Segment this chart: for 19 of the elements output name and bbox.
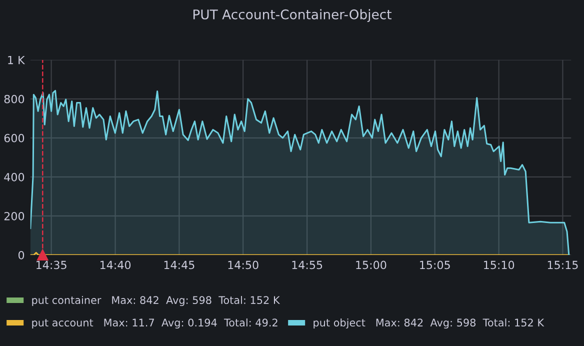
legend-label: put object Max: 842 Avg: 598 Total: 152 K <box>314 318 544 329</box>
y-tick-label: 600 <box>4 134 24 142</box>
y-tick-label: 400 <box>4 172 24 182</box>
y-tick-label: 1 K <box>8 56 26 64</box>
x-tick-label: 15:00 <box>356 260 386 270</box>
y-tick-label: 200 <box>4 212 24 220</box>
legend-label: put account Max: 11.7 Avg: 0.194 Total: 49.2 <box>32 318 278 329</box>
x-tick-label: 15:10 <box>484 260 514 270</box>
y-tick-label: 800 <box>4 94 24 104</box>
x-tick-label: 14:40 <box>100 260 131 270</box>
x-tick-label: 15:05 <box>420 260 450 270</box>
x-tick-label: 14:45 <box>164 260 194 270</box>
x-tick-label: 14:50 <box>228 260 258 270</box>
legend-label: put container Max: 842 Avg: 598 Total: 152 K <box>32 296 280 306</box>
x-tick-label: 14:35 <box>36 260 66 270</box>
y-tick-label: 0 <box>18 250 24 260</box>
x-tick-label: 15:15 <box>548 260 578 270</box>
chart-title: PUT Account-Container-Object <box>193 9 392 22</box>
x-tick-label: 14:55 <box>292 260 322 270</box>
